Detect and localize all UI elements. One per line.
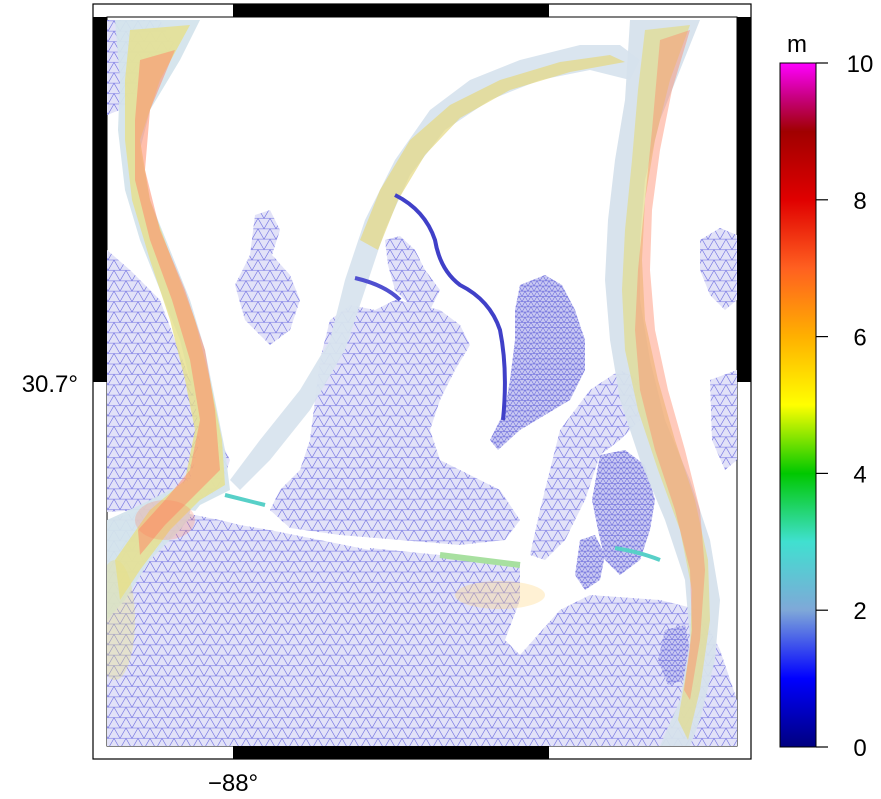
east-strip-mesh — [530, 370, 640, 560]
colorbar-tick-label: 2 — [853, 598, 866, 625]
green-channel-south — [439, 552, 521, 568]
latitude-label: 30.7° — [22, 371, 78, 398]
far-east-mesh — [700, 228, 737, 310]
narrow-channel-2 — [354, 276, 402, 302]
mesh-map — [107, 20, 737, 746]
southeast-lake-fine-mesh — [592, 450, 655, 575]
north-center-island-mesh — [385, 236, 440, 310]
frame-right-black — [737, 17, 751, 382]
southern-bay-mesh — [107, 505, 737, 746]
left-channel-deep — [135, 50, 220, 555]
connector-channel — [189, 510, 371, 550]
right-channel-deep — [635, 30, 705, 700]
upper-small-island-mesh — [235, 210, 300, 345]
narrow-channel-1 — [394, 193, 507, 421]
far-east-lower-mesh — [710, 370, 737, 470]
frame-left-black — [93, 17, 107, 382]
warm-hotspot-2 — [455, 581, 545, 609]
upper-channel-warm — [360, 55, 625, 250]
east-lake-fine-mesh — [490, 275, 585, 450]
colorbar: m 0 2 4 6 8 10 — [779, 31, 873, 762]
small-pond-fine-mesh — [575, 535, 605, 590]
colorbar-tick-label: 10 — [847, 51, 874, 78]
longitude-label: −88° — [208, 770, 258, 797]
colorbar-tick-label: 0 — [853, 735, 866, 762]
colorbar-tick-label: 4 — [853, 461, 866, 488]
cyan-channel-1 — [224, 493, 266, 507]
frame-top-black — [233, 4, 549, 17]
cyan-channel-2 — [614, 546, 661, 562]
right-channel-mid — [622, 25, 710, 740]
colorbar-tick-label: 6 — [853, 325, 866, 352]
frame-bottom-black — [233, 746, 549, 759]
south-pond-fine-mesh — [658, 625, 690, 685]
colorbar-tick-label: 8 — [853, 188, 866, 215]
warm-hotspot-3 — [107, 560, 135, 680]
warm-hotspot-1 — [135, 500, 195, 540]
colorbar-ticks: 0 2 4 6 8 10 — [816, 51, 873, 762]
colorbar-gradient-bar — [779, 62, 817, 748]
colorbar-unit-label: m — [787, 31, 807, 58]
